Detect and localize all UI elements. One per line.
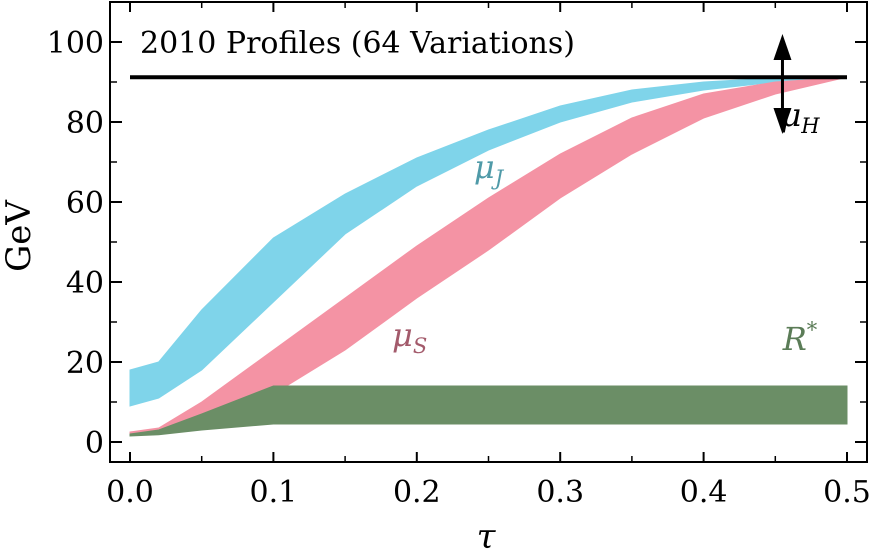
x-tick-label: 0.4	[680, 475, 728, 510]
r-star-label: R*	[782, 318, 818, 358]
r-star-band	[129, 385, 848, 437]
y-tick-label: 60	[66, 186, 104, 221]
y-tick-label: 20	[66, 346, 104, 381]
x-axis-title: τ	[477, 517, 497, 557]
tick-labels: 0.0 0.1 0.2 0.3 0.4 0.5 0 20 40 60 80 100	[47, 26, 871, 510]
arrow-head-down	[773, 108, 792, 134]
series-bands	[129, 76, 848, 437]
chart-title: 2010 Profiles (64 Variations)	[140, 26, 575, 61]
x-tick-label: 0.3	[536, 475, 584, 510]
y-tick-label: 40	[66, 266, 104, 301]
series-annotations: μJ μS R* μH	[392, 96, 820, 358]
scale-variation-arrow	[773, 34, 792, 134]
mu-j-label: μJ	[474, 148, 505, 190]
mu-h-label: μH	[780, 96, 820, 138]
x-tick-label: 0.0	[106, 475, 154, 510]
x-tick-label: 0.5	[823, 475, 871, 510]
axis-ticks	[110, 2, 867, 462]
arrow-head-up	[773, 34, 792, 60]
x-tick-label: 0.1	[250, 475, 298, 510]
y-tick-label: 0	[85, 426, 104, 461]
y-axis-title: GeV	[0, 199, 39, 272]
mu-s-label: μS	[392, 316, 427, 358]
y-tick-label: 80	[66, 106, 104, 141]
x-tick-label: 0.2	[393, 475, 441, 510]
y-tick-label: 100	[47, 26, 104, 61]
